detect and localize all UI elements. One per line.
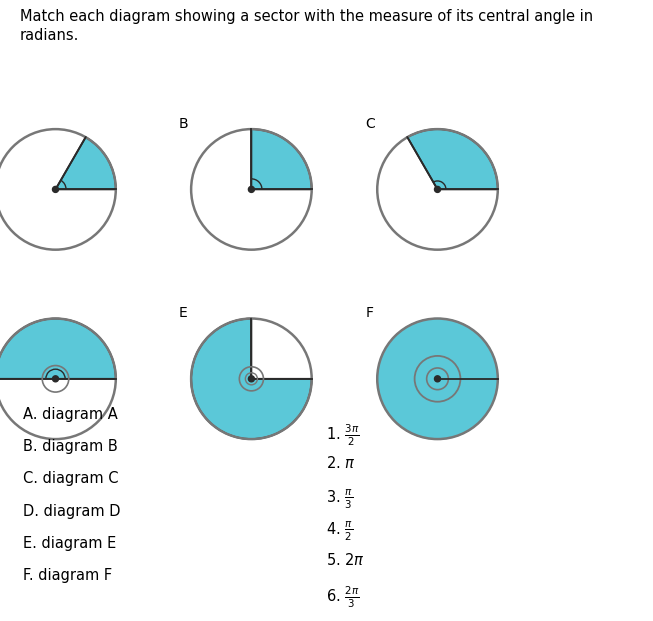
Circle shape <box>434 186 441 193</box>
Wedge shape <box>191 319 311 439</box>
Text: 3. $\frac{\pi}{3}$: 3. $\frac{\pi}{3}$ <box>326 487 354 510</box>
Text: 1. $\frac{3\pi}{2}$: 1. $\frac{3\pi}{2}$ <box>326 423 360 448</box>
Text: Match each diagram showing a sector with the measure of its central angle in: Match each diagram showing a sector with… <box>20 9 593 24</box>
Text: C. diagram C: C. diagram C <box>23 471 118 486</box>
Circle shape <box>248 376 255 382</box>
Text: C: C <box>365 117 375 131</box>
Circle shape <box>52 376 59 382</box>
Text: E: E <box>179 307 188 320</box>
Text: 2. $\pi$: 2. $\pi$ <box>326 455 356 471</box>
Text: B. diagram B: B. diagram B <box>23 439 118 454</box>
Text: F: F <box>365 307 373 320</box>
Text: D. diagram D: D. diagram D <box>23 504 120 519</box>
Text: radians.: radians. <box>20 28 79 43</box>
Wedge shape <box>251 129 311 189</box>
Text: E. diagram E: E. diagram E <box>23 536 116 551</box>
Text: A. diagram A: A. diagram A <box>23 407 118 422</box>
Text: F. diagram F: F. diagram F <box>23 568 112 583</box>
Circle shape <box>377 319 498 439</box>
Circle shape <box>434 376 441 382</box>
Wedge shape <box>56 137 116 189</box>
Circle shape <box>52 186 59 193</box>
Text: B: B <box>179 117 189 131</box>
Text: 6. $\frac{2\pi}{3}$: 6. $\frac{2\pi}{3}$ <box>326 584 360 610</box>
Text: 5. $2\pi$: 5. $2\pi$ <box>326 552 366 568</box>
Wedge shape <box>0 319 116 379</box>
Wedge shape <box>407 129 498 189</box>
Circle shape <box>248 186 255 193</box>
Text: 4. $\frac{\pi}{2}$: 4. $\frac{\pi}{2}$ <box>326 520 354 543</box>
